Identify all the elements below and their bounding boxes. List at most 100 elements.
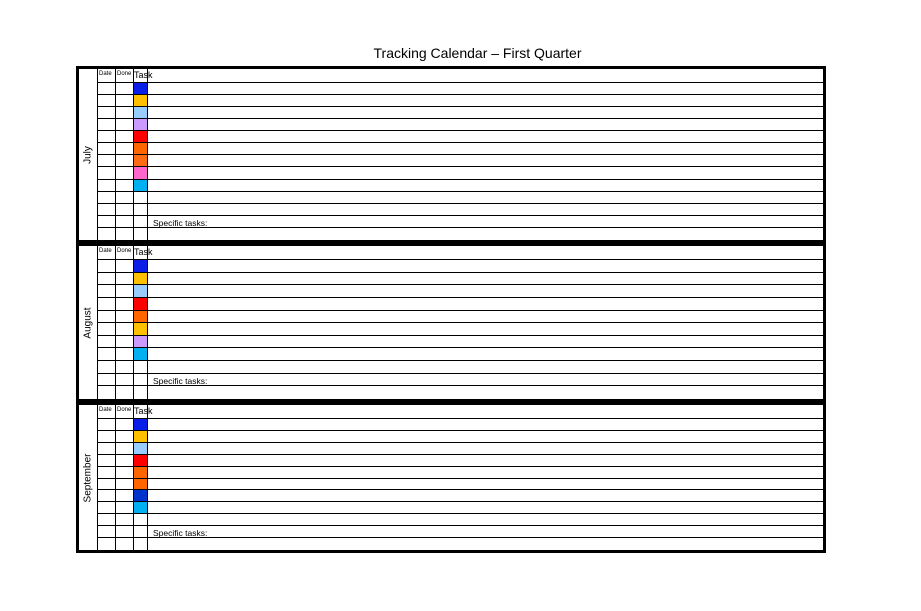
task-description-cell[interactable] [148, 95, 823, 106]
done-cell[interactable] [116, 454, 134, 466]
done-cell[interactable] [116, 167, 134, 179]
done-cell[interactable] [116, 272, 134, 285]
date-cell[interactable] [98, 514, 116, 526]
task-description-cell[interactable]: Specific tasks: [153, 375, 208, 386]
task-description-cell[interactable] [148, 479, 823, 490]
done-cell[interactable] [116, 502, 134, 514]
date-cell[interactable] [98, 454, 116, 466]
done-cell[interactable] [116, 83, 134, 95]
date-cell[interactable] [98, 260, 116, 272]
date-cell[interactable] [98, 538, 116, 550]
date-cell[interactable] [98, 119, 116, 131]
date-cell[interactable] [98, 386, 116, 399]
date-cell[interactable] [98, 502, 116, 514]
task-description-cell[interactable] [148, 455, 823, 466]
date-cell[interactable] [98, 131, 116, 143]
done-cell[interactable] [116, 373, 134, 386]
task-description-cell[interactable] [148, 155, 823, 166]
done-cell[interactable] [116, 107, 134, 119]
date-cell[interactable] [98, 83, 116, 95]
task-description-cell[interactable] [148, 348, 823, 360]
date-cell[interactable] [98, 430, 116, 442]
task-description-cell[interactable] [148, 204, 823, 215]
done-cell[interactable] [116, 538, 134, 550]
task-description-cell[interactable] [148, 180, 823, 191]
done-cell[interactable] [116, 260, 134, 272]
date-cell[interactable] [98, 285, 116, 297]
task-description-cell[interactable] [148, 323, 823, 335]
task-description-cell[interactable] [148, 361, 823, 373]
date-cell[interactable] [98, 490, 116, 502]
date-cell[interactable] [98, 335, 116, 348]
task-description-cell[interactable] [148, 502, 823, 513]
task-description-cell[interactable] [148, 538, 823, 550]
date-cell[interactable] [98, 179, 116, 191]
done-cell[interactable] [116, 143, 134, 155]
task-description-cell[interactable] [148, 83, 823, 94]
done-cell[interactable] [116, 490, 134, 502]
done-cell[interactable] [116, 419, 134, 430]
task-description-cell[interactable] [148, 107, 823, 118]
done-cell[interactable] [116, 191, 134, 203]
task-description-cell[interactable] [148, 386, 823, 399]
date-cell[interactable] [98, 526, 116, 538]
task-description-cell[interactable]: Specific tasks: [153, 528, 208, 539]
done-cell[interactable] [116, 215, 134, 227]
task-description-cell[interactable] [148, 260, 823, 272]
date-cell[interactable] [98, 310, 116, 323]
task-description-cell[interactable] [148, 119, 823, 130]
date-cell[interactable] [98, 227, 116, 240]
done-cell[interactable] [116, 310, 134, 323]
date-cell[interactable] [98, 478, 116, 490]
date-cell[interactable] [98, 143, 116, 155]
date-cell[interactable] [98, 215, 116, 227]
done-cell[interactable] [116, 466, 134, 478]
task-description-cell[interactable] [148, 514, 823, 525]
task-description-cell[interactable] [148, 443, 823, 454]
date-cell[interactable] [98, 167, 116, 179]
task-description-cell[interactable] [148, 228, 823, 240]
done-cell[interactable] [116, 430, 134, 442]
done-cell[interactable] [116, 442, 134, 454]
task-description-cell[interactable] [148, 167, 823, 178]
done-cell[interactable] [116, 95, 134, 107]
done-cell[interactable] [116, 119, 134, 131]
done-cell[interactable] [116, 297, 134, 310]
date-cell[interactable] [98, 348, 116, 360]
done-cell[interactable] [116, 285, 134, 297]
date-cell[interactable] [98, 203, 116, 215]
date-cell[interactable] [98, 361, 116, 373]
date-cell[interactable] [98, 323, 116, 335]
task-description-cell[interactable] [148, 131, 823, 142]
date-cell[interactable] [98, 297, 116, 310]
done-cell[interactable] [116, 386, 134, 399]
done-cell[interactable] [116, 348, 134, 360]
task-description-cell[interactable] [148, 192, 823, 203]
task-description-cell[interactable] [148, 467, 823, 478]
date-cell[interactable] [98, 442, 116, 454]
done-cell[interactable] [116, 361, 134, 373]
date-cell[interactable] [98, 191, 116, 203]
done-cell[interactable] [116, 514, 134, 526]
task-description-cell[interactable]: Specific tasks: [153, 217, 208, 228]
done-cell[interactable] [116, 526, 134, 538]
task-description-cell[interactable] [148, 273, 823, 285]
done-cell[interactable] [116, 203, 134, 215]
task-description-cell[interactable] [148, 285, 823, 297]
date-cell[interactable] [98, 419, 116, 430]
task-description-cell[interactable] [148, 431, 823, 442]
done-cell[interactable] [116, 155, 134, 167]
done-cell[interactable] [116, 478, 134, 490]
date-cell[interactable] [98, 107, 116, 119]
date-cell[interactable] [98, 95, 116, 107]
task-description-cell[interactable] [148, 298, 823, 310]
task-description-cell[interactable] [148, 311, 823, 323]
done-cell[interactable] [116, 227, 134, 240]
done-cell[interactable] [116, 179, 134, 191]
done-cell[interactable] [116, 323, 134, 335]
task-description-cell[interactable] [148, 336, 823, 348]
done-cell[interactable] [116, 131, 134, 143]
date-cell[interactable] [98, 373, 116, 386]
task-description-cell[interactable] [148, 490, 823, 501]
date-cell[interactable] [98, 466, 116, 478]
